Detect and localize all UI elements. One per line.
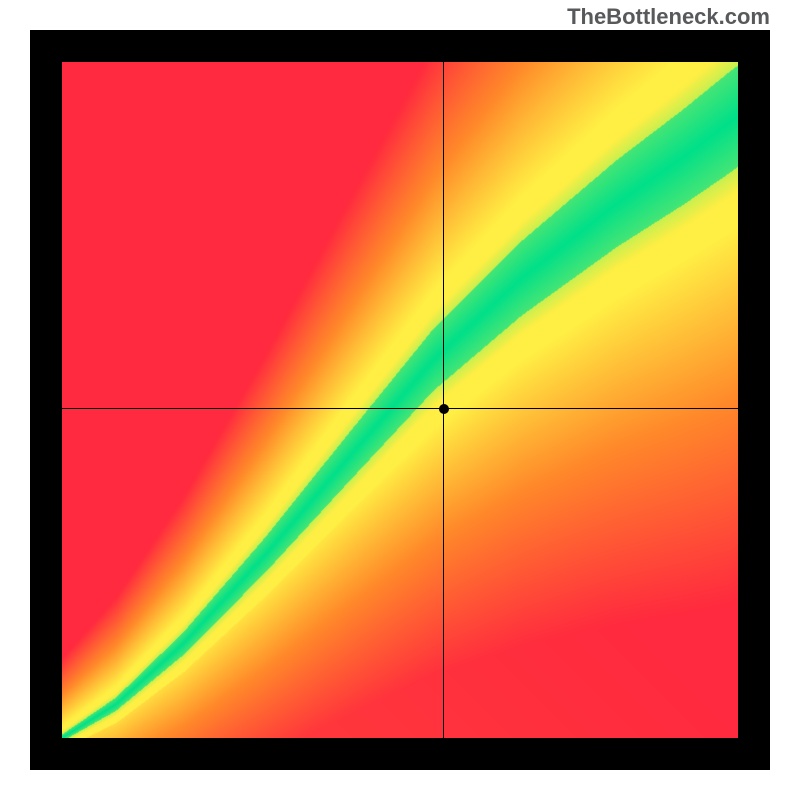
selection-marker (439, 404, 449, 414)
plot-area (62, 62, 738, 738)
crosshair-horizontal (62, 408, 738, 409)
heatmap-canvas (62, 62, 738, 738)
crosshair-vertical (443, 62, 444, 738)
root-container: TheBottleneck.com (0, 0, 800, 800)
watermark-text: TheBottleneck.com (567, 4, 770, 30)
